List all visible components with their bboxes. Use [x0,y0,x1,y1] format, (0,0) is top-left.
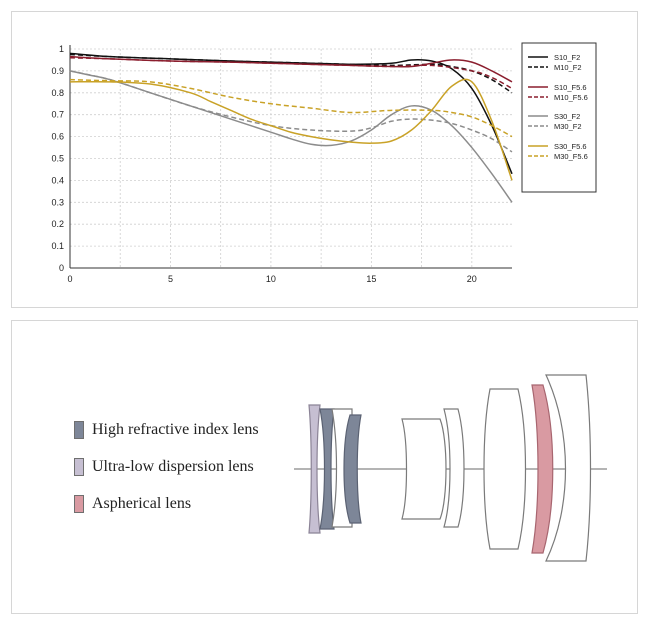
legend-label: Ultra-low dispersion lens [92,458,254,475]
legend-label: High refractive index lens [92,421,259,438]
y-tick-label: 0.8 [51,88,64,98]
series-line-m30-f2 [69,70,513,153]
x-tick-label: 5 [168,274,173,284]
legend-box [521,42,597,193]
aspherical-swatch [74,495,84,513]
ultra-low-dispersion-swatch [74,458,84,476]
aspherical-lens [531,384,554,554]
high-refractive-lens-2 [343,414,362,524]
legend-label: S10_F5.6 [554,83,587,92]
lens-element [483,388,527,550]
y-tick-label: 0.5 [51,154,64,164]
legend-item-aspherical: Aspherical lens [74,495,191,513]
legend-label: M30_F5.6 [554,152,588,161]
x-tick-label: 10 [266,274,276,284]
legend-label: Aspherical lens [92,495,192,512]
y-tick-label: 0.7 [51,110,64,120]
series-line-m10-f5-6 [69,57,513,90]
legend-label: M10_F5.6 [554,93,588,102]
legend-item-high-refractive: High refractive index lens [74,421,259,439]
ultra-low-dispersion-lens-1 [308,404,321,534]
lens-element [401,418,447,520]
lens-diagram-panel: High refractive index lens Ultra-low dis… [11,320,638,614]
y-tick-label: 0.2 [51,219,64,229]
mtf-chart-panel: 0 0.1 0.2 0.3 0.4 0.5 0.6 0.7 0.8 0.9 1 0 5 10 15 20 S10… [11,11,638,308]
legend-label: M10_F2 [554,63,582,72]
legend-label: S10_F2 [554,53,580,62]
series-line-s10-f2 [69,52,513,175]
lens-element [545,374,592,562]
y-tick-label: 1 [59,44,64,54]
y-tick-label: 0.3 [51,197,64,207]
y-tick-label: 0.6 [51,132,64,142]
x-tick-label: 15 [366,274,376,284]
legend-label: S30_F5.6 [554,142,587,151]
y-tick-label: 0.1 [51,241,64,251]
x-tick-label: 0 [67,274,72,284]
lens-cross-section-diagram [294,374,607,562]
y-tick-label: 0.9 [51,66,64,76]
series-line-s30-f5-6 [69,78,513,181]
series-line-m30-f5-6 [69,78,513,138]
legend-label: S30_F2 [554,112,580,121]
lens-element [443,408,465,528]
x-tick-label: 20 [467,274,477,284]
high-refractive-swatch [74,421,84,439]
y-tick-label: 0 [59,263,64,273]
mtf-chart: 00.10.20.30.40.50.60.70.80.910 5 10 15 20S10… [51,42,597,284]
high-refractive-lens-1 [319,408,335,530]
legend-item-ultra-low-dispersion: Ultra-low dispersion lens [74,458,254,476]
legend-label: M30_F2 [554,122,582,131]
y-tick-label: 0.4 [51,175,64,185]
